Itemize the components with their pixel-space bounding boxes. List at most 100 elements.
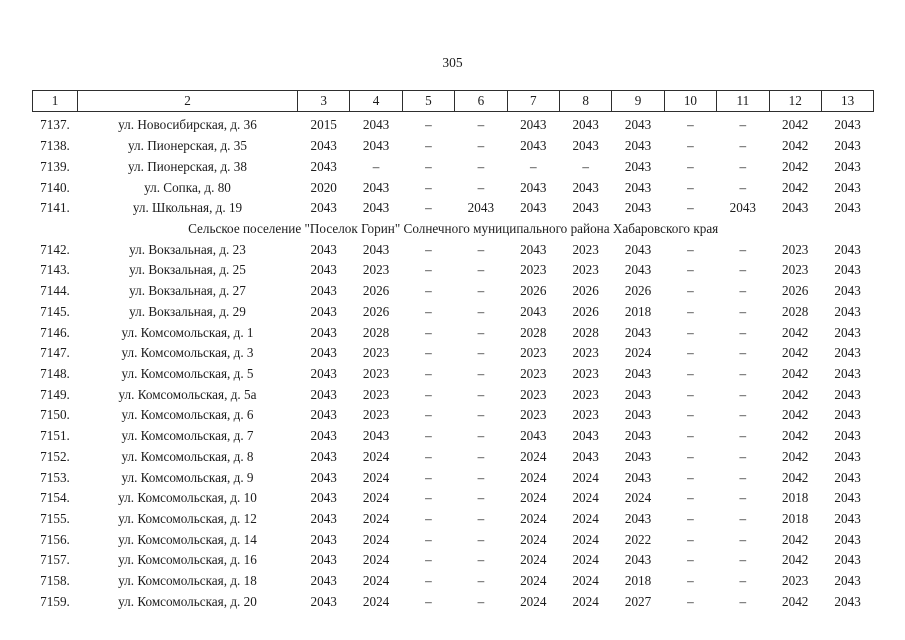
year-cell: 2023 bbox=[782, 573, 809, 589]
year-cell: 2028 bbox=[520, 324, 547, 340]
address-cell: ул. Комсомольская, д. 6 bbox=[121, 407, 254, 423]
year-cell: 2043 bbox=[834, 158, 861, 174]
year-cell: 2043 bbox=[834, 179, 861, 195]
year-cell: 2042 bbox=[782, 531, 809, 547]
year-cell: – bbox=[425, 241, 432, 257]
year-cell: – bbox=[739, 117, 747, 133]
year-cell: 2043 bbox=[834, 552, 861, 568]
year-cell: 2024 bbox=[362, 490, 390, 506]
year-cell: 2024 bbox=[572, 531, 599, 547]
year-cell: 2043 bbox=[310, 573, 337, 589]
year-cell: 2043 bbox=[310, 448, 337, 464]
year-cell: 2043 bbox=[310, 241, 337, 257]
year-cell: 2024 bbox=[362, 511, 390, 527]
table-row: 7140. ул. Сопка, д. 80 2020 2043 – – 2043 2043 2… bbox=[33, 177, 874, 198]
year-cell: 2043 bbox=[834, 324, 861, 340]
year-cell: – bbox=[477, 428, 485, 444]
year-cell: – bbox=[425, 490, 432, 506]
year-cell: 2043 bbox=[310, 593, 337, 609]
table-row: 7146. ул. Комсомольская, д. 1 2043 2028 – – 20… bbox=[33, 322, 874, 343]
address-cell: ул. Вокзальная, д. 29 bbox=[129, 303, 246, 319]
year-cell: – bbox=[687, 303, 694, 319]
year-cell: 2043 bbox=[624, 448, 652, 464]
year-cell: – bbox=[425, 386, 432, 402]
year-cell: – bbox=[477, 531, 485, 547]
address-cell: ул. Сопка, д. 80 bbox=[144, 179, 231, 195]
table-row: 7151. ул. Комсомольская, д. 7 2043 2043 – – 20… bbox=[33, 426, 874, 447]
year-cell: 2043 bbox=[310, 200, 337, 216]
year-cell: 2043 bbox=[834, 469, 861, 485]
year-cell: 2043 bbox=[520, 303, 547, 319]
year-cell: 2043 bbox=[310, 552, 337, 568]
year-cell: – bbox=[739, 428, 747, 444]
year-cell: – bbox=[477, 283, 485, 299]
year-cell: – bbox=[739, 386, 747, 402]
year-cell: 2042 bbox=[782, 179, 809, 195]
year-cell: – bbox=[739, 303, 747, 319]
year-cell: 2043 bbox=[520, 117, 547, 133]
year-cell: – bbox=[425, 324, 432, 340]
year-cell: 2023 bbox=[782, 241, 809, 257]
year-cell: – bbox=[477, 303, 485, 319]
year-cell: 2042 bbox=[782, 138, 809, 154]
year-cell: 2042 bbox=[782, 407, 809, 423]
year-cell: 2023 bbox=[520, 386, 547, 402]
year-cell: 2026 bbox=[782, 283, 809, 299]
table-row: 7152. ул. Комсомольская, д. 8 2043 2024 – – 20… bbox=[33, 447, 874, 468]
year-cell: 2043 bbox=[310, 262, 337, 278]
row-number: 7151. bbox=[40, 428, 70, 444]
table-row: 7155. ул. Комсомольская, д. 12 2043 2024 – – 2… bbox=[33, 509, 874, 530]
year-cell: 2043 bbox=[834, 365, 861, 381]
year-cell: 2018 bbox=[782, 490, 809, 506]
year-cell: – bbox=[687, 158, 694, 174]
year-cell: – bbox=[739, 324, 747, 340]
year-cell: 2023 bbox=[520, 365, 547, 381]
year-cell: – bbox=[687, 552, 694, 568]
year-cell: – bbox=[477, 511, 485, 527]
year-cell: 2023 bbox=[362, 386, 390, 402]
section-header-row: Сельское поселение "Поселок Горин" Солне… bbox=[33, 219, 874, 240]
year-cell: 2024 bbox=[572, 469, 599, 485]
address-cell: ул. Вокзальная, д. 23 bbox=[129, 241, 246, 257]
year-cell: – bbox=[425, 179, 432, 195]
header-cell: 7 bbox=[506, 90, 560, 112]
year-cell: 2024 bbox=[572, 573, 599, 589]
header-cell: 8 bbox=[558, 90, 613, 112]
year-cell: – bbox=[425, 407, 432, 423]
year-cell: 2043 bbox=[310, 138, 337, 154]
row-number: 7158. bbox=[40, 573, 70, 589]
year-cell: – bbox=[477, 552, 485, 568]
year-cell: 2023 bbox=[572, 241, 599, 257]
year-cell: – bbox=[425, 200, 432, 216]
year-cell: 2042 bbox=[782, 448, 809, 464]
year-cell: 2043 bbox=[834, 407, 861, 423]
year-cell: – bbox=[425, 303, 432, 319]
year-cell: 2043 bbox=[362, 428, 390, 444]
year-cell: 2043 bbox=[624, 407, 652, 423]
year-cell: 2027 bbox=[624, 593, 652, 609]
year-cell: 2043 bbox=[624, 117, 652, 133]
year-cell: – bbox=[739, 262, 747, 278]
row-number: 7139. bbox=[40, 158, 70, 174]
year-cell: 2026 bbox=[624, 283, 652, 299]
year-cell: – bbox=[687, 428, 694, 444]
year-cell: 2043 bbox=[782, 200, 809, 216]
row-number: 7144. bbox=[40, 283, 70, 299]
year-cell: – bbox=[687, 531, 694, 547]
year-cell: 2024 bbox=[572, 552, 599, 568]
year-cell: 2043 bbox=[520, 179, 547, 195]
table-row: 7137. ул. Новосибирская, д. 36 2015 2043 – – 2… bbox=[33, 112, 874, 136]
year-cell: – bbox=[425, 262, 432, 278]
year-cell: – bbox=[582, 158, 589, 174]
year-cell: 2026 bbox=[520, 283, 547, 299]
year-cell: 2024 bbox=[520, 448, 547, 464]
year-cell: – bbox=[739, 593, 747, 609]
year-cell: 2024 bbox=[624, 345, 652, 361]
year-cell: 2043 bbox=[624, 158, 652, 174]
header-cell: 13 bbox=[820, 90, 875, 112]
table-row: 7156. ул. Комсомольская, д. 14 2043 2024 – – 2… bbox=[33, 529, 874, 550]
year-cell: – bbox=[477, 262, 485, 278]
year-cell: 2026 bbox=[362, 303, 390, 319]
year-cell: – bbox=[687, 200, 694, 216]
year-cell: – bbox=[739, 490, 747, 506]
